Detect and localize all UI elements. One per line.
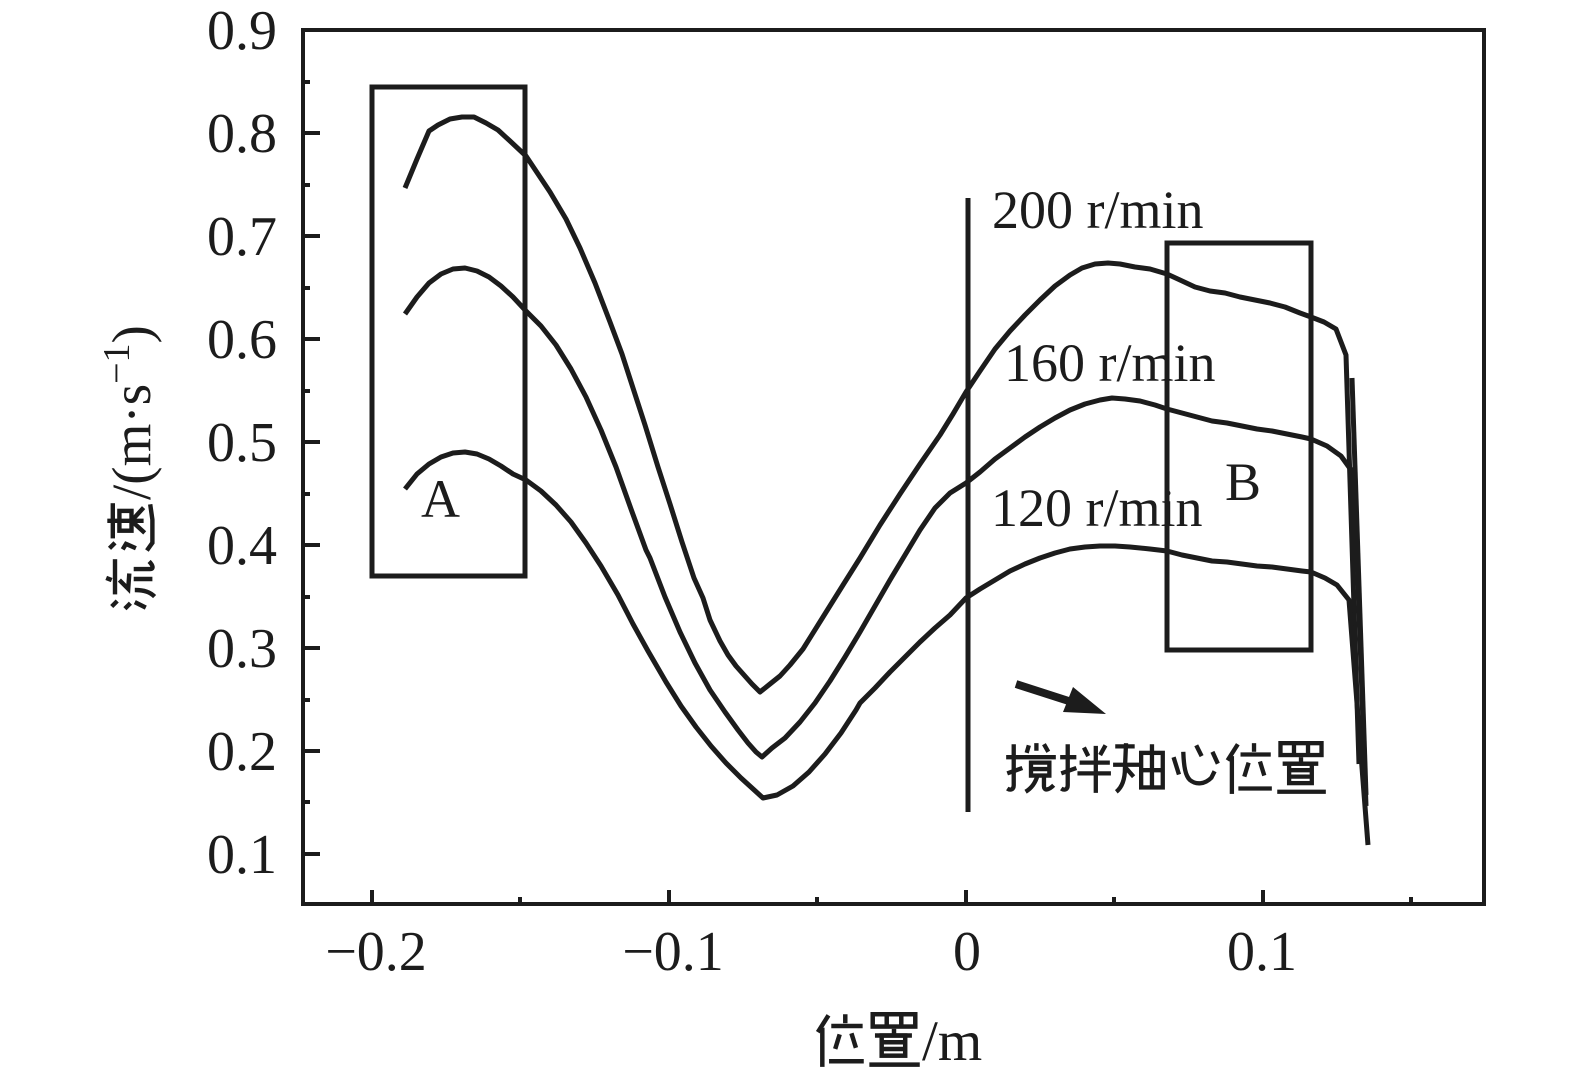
svg-text:/(m·s−1): /(m·s−1): [96, 325, 162, 500]
svg-text:0.8: 0.8: [207, 103, 277, 165]
svg-text:0.5: 0.5: [207, 412, 277, 474]
svg-text:B: B: [1225, 452, 1261, 512]
svg-text:−0.2: −0.2: [325, 921, 427, 983]
svg-text:A: A: [421, 469, 460, 529]
svg-text:0.2: 0.2: [207, 721, 277, 783]
svg-text:0.7: 0.7: [207, 206, 277, 268]
svg-text:0.1: 0.1: [1227, 921, 1297, 983]
svg-text:0.1: 0.1: [207, 824, 277, 886]
svg-text:0.6: 0.6: [207, 309, 277, 371]
svg-text:0.3: 0.3: [207, 618, 277, 680]
svg-text:0.9: 0.9: [207, 0, 277, 62]
svg-text:−0.1: −0.1: [622, 921, 724, 983]
svg-text:0: 0: [953, 921, 981, 983]
svg-text:120 r/min: 120 r/min: [991, 478, 1203, 538]
svg-text:200 r/min: 200 r/min: [992, 180, 1204, 240]
svg-text:0.4: 0.4: [207, 515, 277, 577]
svg-text:160 r/min: 160 r/min: [1004, 333, 1216, 393]
svg-text:/m: /m: [922, 1010, 982, 1073]
